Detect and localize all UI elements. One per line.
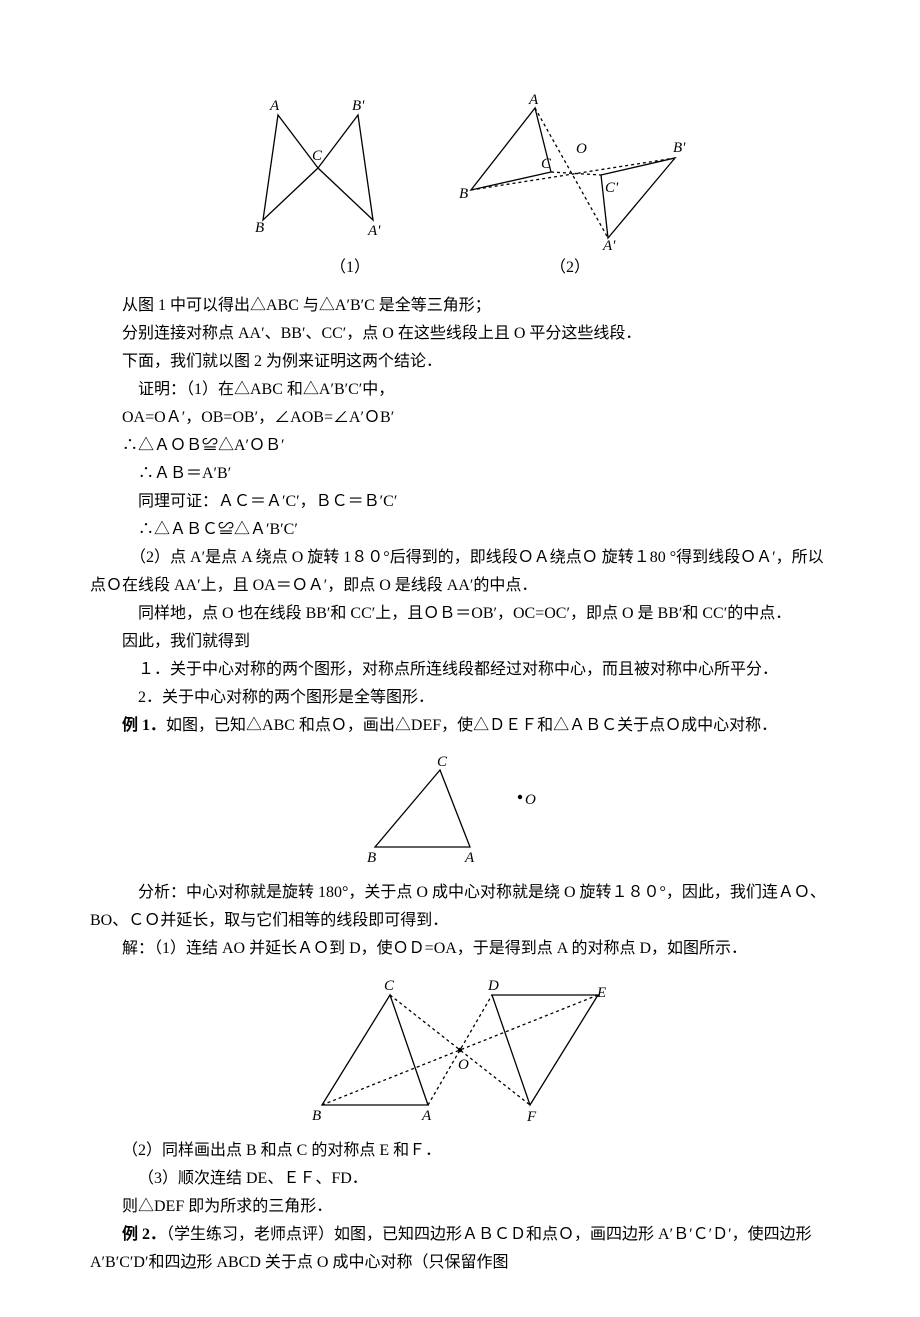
- figure-1-2-labels: （1） （2）: [90, 254, 830, 282]
- figure-ex1-solution-svg: C B A O D E F: [300, 975, 620, 1125]
- svg-text:C: C: [384, 978, 395, 994]
- svg-text:B: B: [459, 186, 468, 202]
- para-conclusion-1: １．关于中心对称的两个图形，对称点所连线段都经过对称中心，而且被对称中心所平分．: [90, 656, 830, 684]
- svg-text:C: C: [541, 156, 552, 172]
- figure-ex1-svg: C B A O: [355, 752, 565, 867]
- svg-text:C: C: [312, 148, 323, 164]
- para-proof-8: 同样地，点 O 也在线段 BB′和 CC′上，且ＯＢ＝OB′，OC=OC′，即点…: [90, 600, 830, 628]
- svg-text:A: A: [464, 850, 475, 866]
- para-proof-2: OA=OＡ′，OB=OB′，∠AOB=∠A′ＯB′: [90, 404, 830, 432]
- svg-text:C: C: [437, 754, 448, 770]
- para-therefore: 因此，我们就得到: [90, 628, 830, 656]
- figure-ex1-solution: C B A O D E F: [90, 975, 830, 1125]
- svg-text:A: A: [528, 92, 539, 108]
- para-analysis: 分析：中心对称就是旋转 180°，关于点 O 成中心对称就是绕 O 旋转１８０°…: [90, 879, 830, 935]
- figure-1-label: （1）: [330, 254, 370, 282]
- para-solution-1: 解：（1）连结 AO 并延长ＡＯ到 D，使ＯＤ=OA，于是得到点 A 的对称点 …: [90, 935, 830, 963]
- svg-text:D: D: [487, 978, 499, 994]
- example-1-label: 例 1．: [122, 717, 166, 734]
- para-proof-6: ∴△ＡＢＣ≌△Ａ′B′C′: [90, 516, 830, 544]
- figure-ex1: C B A O: [90, 752, 830, 867]
- svg-text:B: B: [255, 220, 264, 236]
- para-prove-intro: 下面，我们就以图 2 为例来证明这两个结论．: [90, 348, 830, 376]
- figure-2-label: （2）: [550, 254, 590, 282]
- example-2-text: （学生练习，老师点评）如图，已知四边形ＡＢＣＤ和点Ｏ，画四边形 A′Ｂ′Ｃ′Ｄ′…: [90, 1226, 812, 1271]
- point-o: [518, 795, 522, 799]
- svg-text:A': A': [367, 223, 381, 239]
- figure-2-svg: A B C O B' C' A': [443, 90, 688, 250]
- svg-text:B': B': [673, 140, 686, 156]
- svg-text:A: A: [421, 1108, 432, 1124]
- svg-text:O: O: [458, 1057, 469, 1073]
- para-solution-3: （3）顺次连结 DE、ＥＦ、FD．: [90, 1165, 830, 1193]
- example-1: 例 1．如图，已知△ABC 和点Ｏ，画出△DEF，使△ＤＥＦ和△ＡＢＣ关于点Ｏ成…: [90, 712, 830, 740]
- para-proof-7-text: （2）点 A′是点 A 绕点 O 旋转 1８０°后得到的，即线段ＯＡ绕点Ｏ 旋转…: [90, 549, 824, 594]
- svg-text:O: O: [576, 141, 587, 157]
- para-conclusion-1-text: １．关于中心对称的两个图形，对称点所连线段都经过对称中心，而且被对称中心所平分．: [138, 661, 778, 678]
- svg-text:O: O: [525, 792, 536, 808]
- para-solution-4: 则△DEF 即为所求的三角形．: [90, 1193, 830, 1221]
- example-2-label: 例 2．: [122, 1226, 166, 1243]
- svg-text:B: B: [312, 1108, 321, 1124]
- para-solution-2: （2）同样画出点 B 和点 C 的对称点 E 和Ｆ．: [90, 1137, 830, 1165]
- para-proof-7: （2）点 A′是点 A 绕点 O 旋转 1８０°后得到的，即线段ＯＡ绕点Ｏ 旋转…: [90, 544, 830, 600]
- example-2: 例 2．（学生练习，老师点评）如图，已知四边形ＡＢＣＤ和点Ｏ，画四边形 A′Ｂ′…: [90, 1221, 830, 1277]
- para-proof-3: ∴△ＡＯＢ≌△A′ＯＢ′: [90, 432, 830, 460]
- para-proof-1: 证明：（1）在△ABC 和△A′B′C′中，: [90, 376, 830, 404]
- svg-text:E: E: [596, 985, 606, 1001]
- para-proof-5: 同理可证：ＡＣ＝Ａ′C′，ＢＣ＝Ｂ′C′: [90, 488, 830, 516]
- para-proof-4: ∴ＡＢ＝A′B′: [90, 460, 830, 488]
- svg-text:F: F: [526, 1109, 537, 1125]
- para-proof-8-text: 同样地，点 O 也在线段 BB′和 CC′上，且ＯＢ＝OB′，OC=OC′，即点…: [138, 605, 791, 622]
- svg-text:C': C': [605, 180, 619, 196]
- example-1-text: 如图，已知△ABC 和点Ｏ，画出△DEF，使△ＤＥＦ和△ＡＢＣ关于点Ｏ成中心对称…: [166, 717, 777, 734]
- para-conclusion-2: 2．关于中心对称的两个图形是全等图形．: [90, 684, 830, 712]
- figure-1-2-row: A B C B' A' A B C O B' C' A': [90, 90, 830, 250]
- svg-text:B': B': [352, 98, 365, 114]
- figure-1-svg: A B C B' A': [233, 90, 403, 245]
- para-connect-points: 分别连接对称点 AA′、BB′、CC′，点 O 在这些线段上且 O 平分这些线段…: [90, 320, 830, 348]
- svg-text:A: A: [269, 98, 280, 114]
- para-from-fig1: 从图 1 中可以得出△ABC 与△A′B′C 是全等三角形；: [90, 292, 830, 320]
- para-analysis-text: 分析：中心对称就是旋转 180°，关于点 O 成中心对称就是绕 O 旋转１８０°…: [90, 884, 826, 929]
- svg-text:B: B: [367, 850, 376, 866]
- svg-text:A': A': [602, 238, 616, 250]
